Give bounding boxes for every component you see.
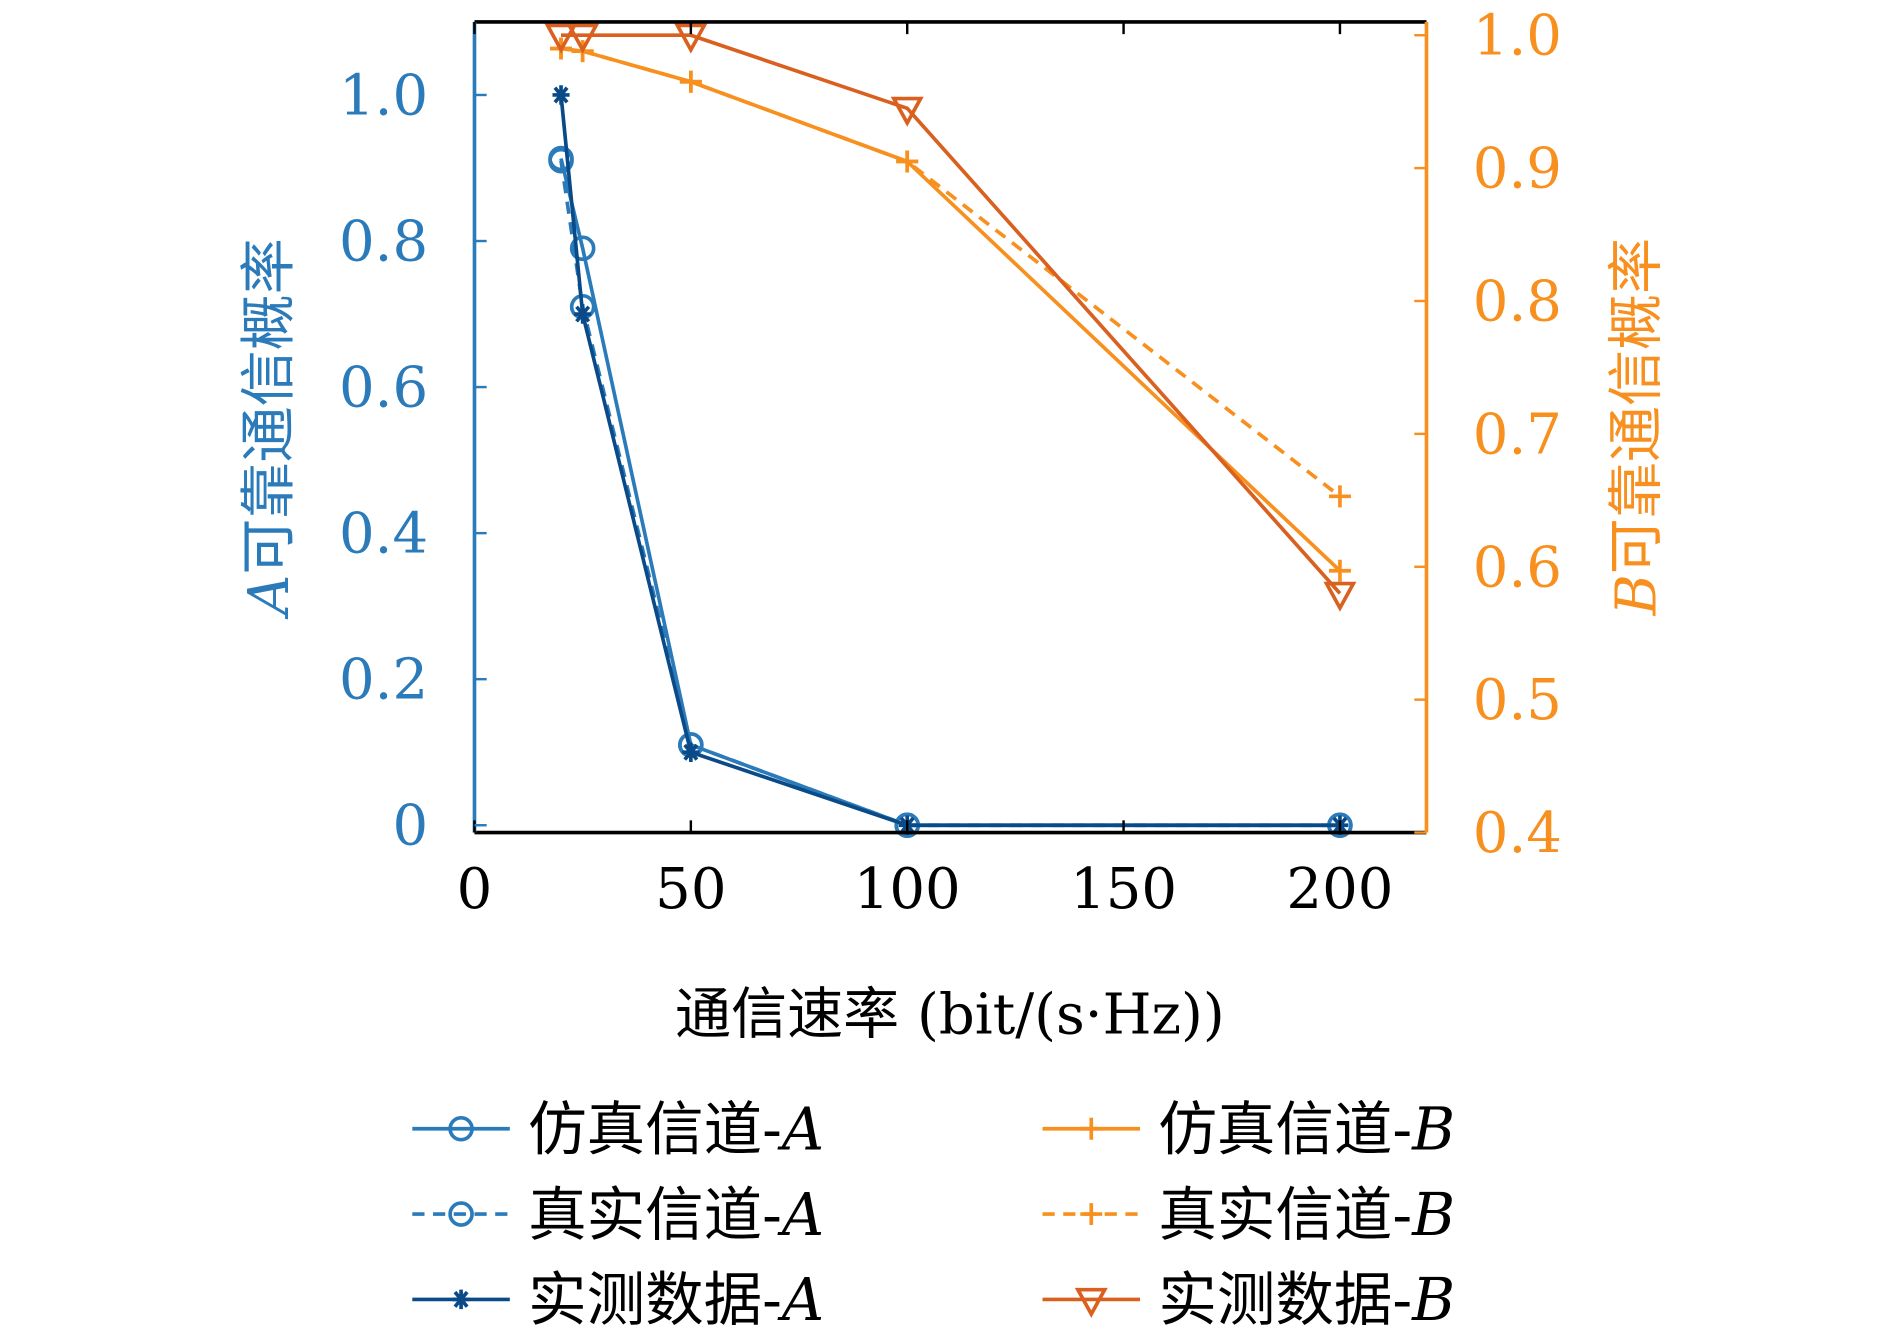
- x-tick-label: 100: [854, 857, 961, 922]
- series-line: [561, 33, 1342, 595]
- marker-star: [452, 1289, 470, 1310]
- y-tick-label-right: 0.7: [1473, 402, 1562, 467]
- y-tick-label-left: 0.6: [339, 356, 428, 421]
- series-5: [544, 23, 1357, 612]
- y-axis-label-right-text: 可靠通信概率: [1605, 238, 1670, 574]
- y-tick-label-right: 0.6: [1473, 535, 1562, 600]
- y-tick-label-left: 0: [392, 794, 428, 859]
- legend-label-var: A: [777, 1181, 824, 1249]
- marker-circle: [548, 147, 574, 174]
- legend-label-var: B: [1411, 1181, 1455, 1249]
- y-tick-label-right: 0.5: [1473, 668, 1562, 733]
- legend-label-name: 真实信道-: [1158, 1181, 1412, 1249]
- x-tick-label: 0: [457, 857, 493, 922]
- series-1: [548, 147, 1353, 839]
- legend-label-name: 仿真信道-: [528, 1095, 782, 1163]
- y-tick-label-right: 0.9: [1473, 137, 1562, 202]
- legend-label-name: 实测数据-: [528, 1266, 782, 1325]
- y-tick-label-right: 0.8: [1473, 270, 1562, 335]
- legend-label-name: 仿真信道-: [1158, 1095, 1412, 1163]
- series-line: [559, 160, 1340, 828]
- legend-item: 实测数据-B: [1042, 1266, 1455, 1325]
- y-tick-label-left: 0.8: [339, 210, 428, 275]
- series-2: [552, 85, 1349, 835]
- x-tick-label: 200: [1286, 857, 1393, 922]
- legend-label-var: B: [1411, 1266, 1455, 1325]
- legend-item: 真实信道-B: [1042, 1181, 1455, 1249]
- legend-label-var: A: [777, 1266, 824, 1325]
- y-axis-label-left: A可靠通信概率: [237, 238, 302, 620]
- y-axis-label-left-var: A: [237, 575, 302, 621]
- x-tick-label: 50: [655, 857, 726, 922]
- series-4: [550, 37, 1351, 508]
- legend-label: 真实信道-A: [528, 1181, 824, 1249]
- legend-label-var: B: [1411, 1095, 1455, 1163]
- plot-lines: [544, 23, 1357, 839]
- legend-item: 仿真信道-B: [1042, 1095, 1455, 1163]
- axes: 0 50 100 150 200 0 0.2 0.4 0.6 0.8 1.0 0.4 0.5 0.6 0.7…: [339, 4, 1562, 922]
- marker-triangle: [1323, 581, 1357, 612]
- marker-triangle: [890, 96, 924, 127]
- marker-triangle: [566, 23, 600, 54]
- legend-label: 仿真信道-B: [1158, 1095, 1455, 1163]
- marker-plus: [1080, 1117, 1103, 1140]
- legend-label-var: A: [777, 1095, 824, 1163]
- y-tick-label-left: 0.4: [339, 502, 428, 567]
- marker-star: [682, 742, 700, 762]
- series-line: [560, 46, 1342, 573]
- legend-item: 仿真信道-A: [412, 1095, 824, 1163]
- marker-star: [552, 85, 570, 105]
- legend-label: 真实信道-B: [1158, 1181, 1455, 1249]
- marker-plus: [1328, 559, 1351, 582]
- marker-plus: [896, 150, 919, 173]
- marker-triangle: [1074, 1287, 1108, 1318]
- marker-plus: [679, 70, 702, 93]
- series-line: [560, 46, 1342, 498]
- legend-label: 实测数据-B: [1158, 1266, 1455, 1325]
- x-tick-label: 150: [1070, 857, 1177, 922]
- marker-triangle: [544, 23, 578, 54]
- y-tick-label-right: 0.4: [1473, 801, 1562, 866]
- y-axis-label-right: B可靠通信概率: [1605, 238, 1670, 617]
- legend-item: 实测数据-A: [412, 1266, 824, 1325]
- legend-label-name: 实测数据-: [1158, 1266, 1412, 1325]
- marker-circle: [569, 235, 596, 262]
- y-axis-label-left-text: 可靠通信概率: [237, 238, 302, 574]
- legend-label: 仿真信道-A: [528, 1095, 824, 1163]
- marker-star: [574, 304, 592, 324]
- y-tick-label-left: 0.2: [339, 648, 428, 713]
- marker-plus: [1328, 485, 1351, 508]
- series-0: [548, 145, 1353, 839]
- marker-circle: [448, 1115, 474, 1142]
- legend-item: 真实信道-A: [412, 1181, 824, 1249]
- marker-circle: [448, 1201, 474, 1227]
- y-axis-label-right-var: B: [1605, 574, 1670, 616]
- legend-label-name: 真实信道-: [528, 1181, 782, 1249]
- series-line: [559, 158, 1340, 828]
- series-3: [550, 37, 1351, 582]
- y-tick-label-right: 1.0: [1473, 4, 1562, 69]
- legend-label: 实测数据-A: [528, 1266, 824, 1325]
- marker-plus: [1080, 1203, 1103, 1226]
- y-tick-label-left: 1.0: [339, 63, 428, 128]
- x-axis-label: 通信速率 (bit/(s·Hz)): [675, 983, 1225, 1048]
